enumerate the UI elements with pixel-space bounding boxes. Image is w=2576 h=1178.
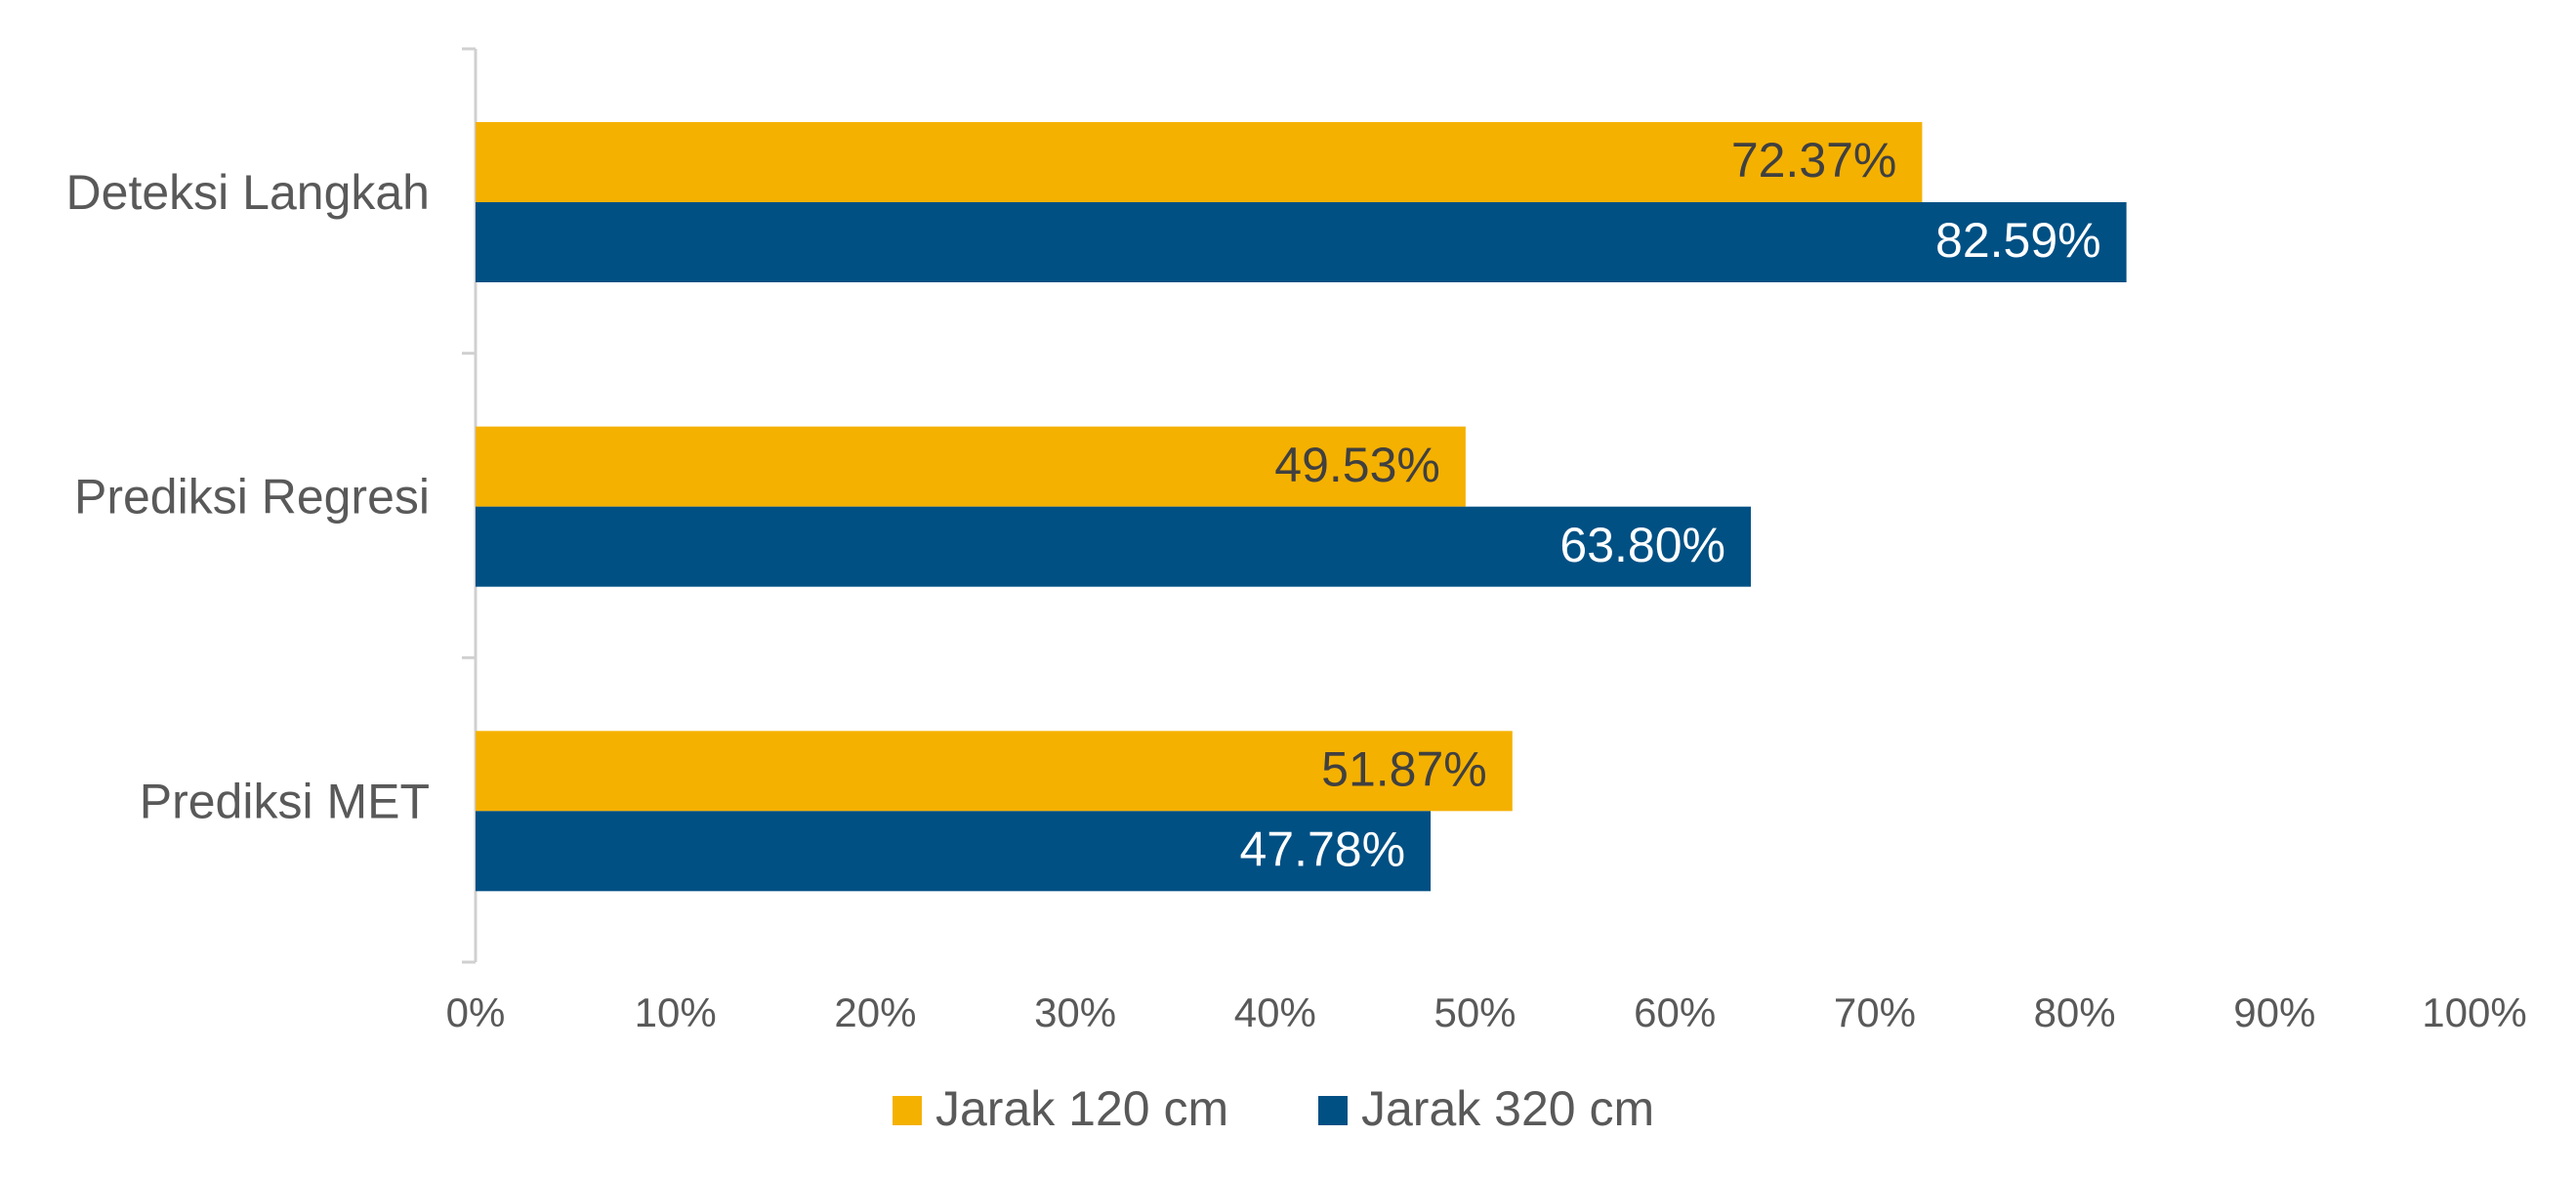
data-label: 82.59%: [1935, 213, 2101, 268]
bar: [476, 506, 1751, 587]
data-label: 63.80%: [1559, 518, 1725, 572]
x-tick-label: 100%: [2422, 989, 2526, 1035]
data-label: 49.53%: [1274, 438, 1440, 492]
labels-layer: 72.37% 82.59% 49.53% 63.80% 51.87% 47.78%: [1239, 133, 2100, 876]
legend-swatch: [1318, 1096, 1348, 1125]
bar: [476, 202, 2127, 282]
x-tick-label: 30%: [1034, 989, 1116, 1035]
bar: [476, 811, 1432, 892]
axis-layer: Deteksi Langkah Prediksi Regresi Prediksi …: [66, 47, 2527, 1035]
x-tick-label: 20%: [834, 989, 916, 1035]
x-tick-label: 10%: [635, 989, 717, 1035]
bar: [476, 731, 1513, 812]
category-label: Prediksi Regresi: [74, 470, 430, 525]
x-tick-label: 60%: [1634, 989, 1716, 1035]
data-label: 51.87%: [1321, 742, 1487, 797]
bars-layer: [476, 122, 2127, 892]
x-tick-label: 40%: [1234, 989, 1316, 1035]
x-tick-label: 0%: [446, 989, 506, 1035]
data-label: 72.37%: [1731, 133, 1897, 188]
x-tick-label: 80%: [2034, 989, 2116, 1035]
legend: Jarak 120 cm Jarak 320 cm: [893, 1081, 1654, 1136]
x-tick-label: 50%: [1433, 989, 1516, 1035]
legend-swatch: [893, 1096, 922, 1125]
bar: [476, 426, 1466, 507]
x-tick-label: 70%: [1834, 989, 1916, 1035]
legend-label: Jarak 120 cm: [935, 1081, 1228, 1136]
bar: [476, 122, 1923, 202]
data-label: 47.78%: [1239, 822, 1405, 877]
category-label: Deteksi Langkah: [66, 165, 430, 220]
x-tick-label: 90%: [2233, 989, 2315, 1035]
category-label: Prediksi MET: [140, 774, 430, 828]
legend-label: Jarak 320 cm: [1361, 1081, 1654, 1136]
